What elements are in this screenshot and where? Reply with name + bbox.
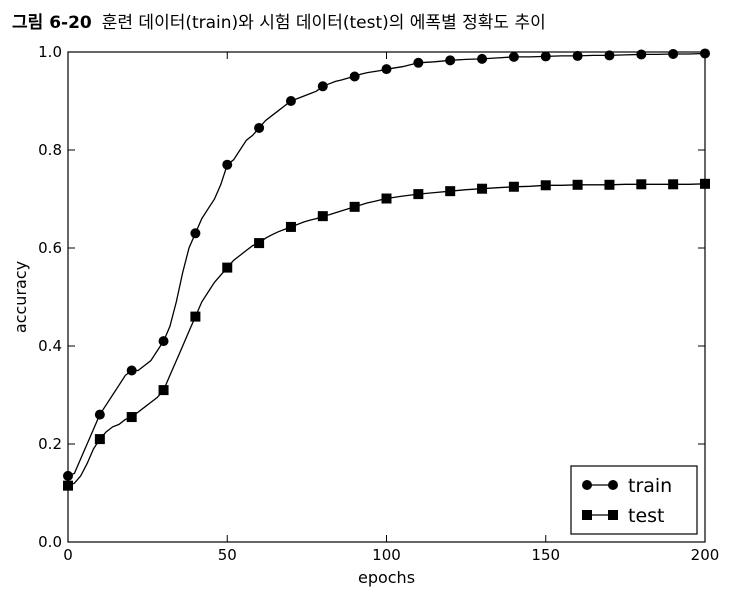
legend-label-train: train bbox=[628, 475, 672, 497]
y-tick-label: 0.4 bbox=[38, 337, 62, 355]
train-point bbox=[636, 49, 647, 60]
x-tick-label: 150 bbox=[531, 546, 560, 564]
y-tick-label: 0.2 bbox=[38, 435, 62, 453]
train-point bbox=[254, 122, 265, 133]
test-point bbox=[413, 189, 424, 200]
train-point bbox=[317, 81, 328, 92]
train-point bbox=[413, 57, 424, 68]
legend-marker-train bbox=[608, 480, 618, 490]
test-point bbox=[604, 179, 615, 190]
test-point bbox=[285, 221, 296, 232]
legend: train test bbox=[570, 465, 698, 535]
y-axis-label: accuracy bbox=[11, 261, 30, 333]
y-tick-label: 0.6 bbox=[38, 239, 62, 257]
train-point bbox=[94, 409, 105, 420]
test-point bbox=[477, 183, 488, 194]
test-point bbox=[636, 179, 647, 190]
x-axis-label: epochs bbox=[358, 568, 415, 587]
y-tick-label: 0.8 bbox=[38, 141, 62, 159]
legend-label-test: test bbox=[628, 505, 665, 527]
x-tick-label: 100 bbox=[372, 546, 401, 564]
train-point bbox=[190, 228, 201, 239]
train-point bbox=[668, 48, 679, 59]
test-point bbox=[222, 262, 233, 273]
test-point bbox=[158, 385, 169, 396]
plot-lines bbox=[67, 52, 706, 487]
test-point bbox=[254, 238, 265, 249]
test-point bbox=[668, 179, 679, 190]
plot-markers bbox=[63, 48, 710, 491]
plot-frame bbox=[67, 51, 706, 543]
train-point bbox=[222, 159, 233, 170]
train-point bbox=[158, 336, 169, 347]
y-tick-label: 1.0 bbox=[38, 43, 62, 61]
legend-box bbox=[570, 465, 698, 535]
train-point bbox=[572, 50, 583, 61]
test-point bbox=[445, 186, 456, 197]
train-point bbox=[381, 64, 392, 75]
test-point bbox=[540, 180, 551, 191]
figure-caption: 그림 6-20 훈련 데이터(train)와 시험 데이터(test)의 에폭별 … bbox=[12, 8, 546, 38]
legend-marker-test bbox=[582, 510, 592, 520]
legend-marker-test bbox=[608, 510, 618, 520]
train-point bbox=[477, 53, 488, 64]
test-point bbox=[317, 211, 328, 222]
y-axis-ticks: 0.0 0.2 0.4 0.6 0.8 1.0 bbox=[38, 43, 705, 551]
test-line bbox=[67, 183, 706, 487]
test-point bbox=[349, 201, 360, 212]
test-point bbox=[508, 181, 519, 192]
test-point bbox=[126, 412, 137, 423]
x-tick-label: 200 bbox=[691, 546, 720, 564]
train-point bbox=[604, 50, 615, 61]
train-point bbox=[445, 55, 456, 66]
test-point bbox=[381, 193, 392, 204]
x-tick-label: 0 bbox=[63, 546, 73, 564]
legend-marker-train bbox=[582, 480, 592, 490]
figure-number: 그림 6-20 bbox=[12, 13, 92, 33]
figure-title: 훈련 데이터(train)와 시험 데이터(test)의 에폭별 정확도 추이 bbox=[101, 13, 546, 33]
test-point bbox=[94, 434, 105, 445]
test-point bbox=[190, 311, 201, 322]
x-tick-label: 50 bbox=[218, 546, 237, 564]
train-line bbox=[67, 52, 706, 477]
test-point bbox=[572, 179, 583, 190]
y-tick-label: 0.0 bbox=[38, 533, 62, 551]
train-point bbox=[349, 71, 360, 82]
train-point bbox=[508, 51, 519, 62]
train-point bbox=[285, 96, 296, 106]
train-point bbox=[126, 365, 137, 376]
